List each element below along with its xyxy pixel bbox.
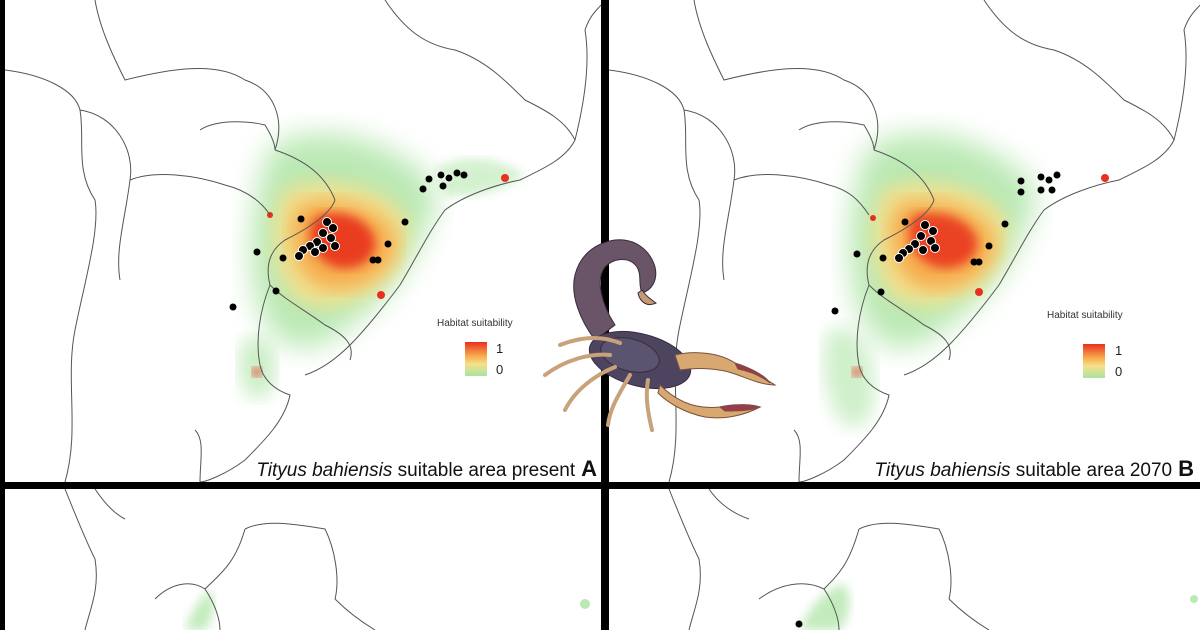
- legend-b: Habitat suitability: [1047, 310, 1123, 321]
- legend-max: 1: [1115, 343, 1123, 358]
- caption-a: Tityus bahiensis suitable area present A: [256, 456, 597, 482]
- map-panel-d: [609, 489, 1200, 630]
- legend-min: 0: [496, 362, 504, 377]
- scorpion-icon: [543, 239, 777, 432]
- map-b-canvas: [609, 0, 1200, 482]
- legend-color-bar: [1083, 344, 1105, 378]
- panel-letter: B: [1178, 456, 1194, 481]
- occurrence-points-b: [831, 171, 1061, 315]
- caption-text: suitable area present: [392, 460, 576, 481]
- legend-title: Habitat suitability: [1047, 310, 1123, 321]
- legend-max: 1: [496, 341, 504, 356]
- map-panel-a: Habitat suitability 1 0 Tityus bahiensis…: [5, 0, 601, 482]
- species-name: Tityus bahiensis: [256, 460, 393, 481]
- country-borders-a: [5, 0, 601, 482]
- legend-color-bar: [465, 342, 487, 376]
- legend-a: Habitat suitability: [437, 318, 513, 329]
- occurrence-points-a: [229, 169, 468, 311]
- map-c-canvas: [64, 489, 590, 630]
- caption-b: Tityus bahiensis suitable area 2070 B: [874, 456, 1194, 482]
- panel-letter: A: [581, 456, 597, 481]
- legend-min: 0: [1115, 364, 1123, 379]
- country-borders-b: [609, 0, 1200, 482]
- map-a-canvas: [5, 0, 601, 482]
- caption-text: suitable area 2070: [1010, 460, 1173, 481]
- species-name: Tityus bahiensis: [874, 460, 1011, 481]
- suitability-layer-b: [823, 133, 1109, 427]
- map-panel-c: [5, 489, 601, 630]
- legend-title: Habitat suitability: [437, 318, 513, 329]
- map-d-canvas: [668, 489, 1198, 630]
- map-panel-b: Habitat suitability 1 0 Tityus bahiensis…: [609, 0, 1200, 482]
